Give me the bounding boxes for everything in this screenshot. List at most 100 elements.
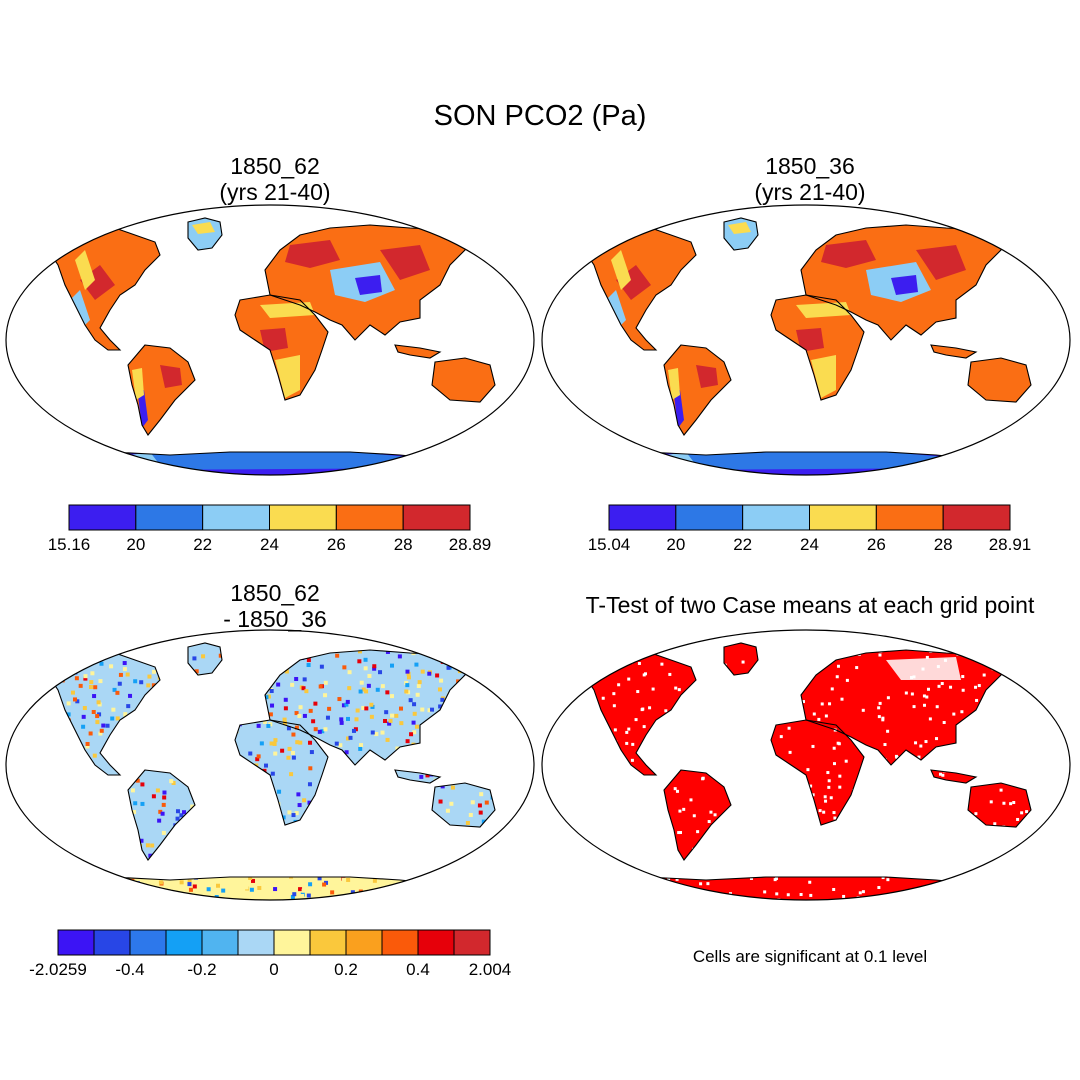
map-panel-1-coast-samerica bbox=[127, 344, 196, 436]
map-panel-3-cell bbox=[104, 830, 109, 835]
map-panel-4-cell bbox=[714, 862, 718, 866]
map-panel-3-cell bbox=[355, 779, 360, 784]
map-panel-4-cell bbox=[618, 849, 622, 853]
map-panel-3-cell bbox=[438, 799, 443, 804]
map-panel-4-cell bbox=[974, 812, 978, 816]
map-panel-3-cell bbox=[115, 690, 120, 695]
map-panel-3-cell bbox=[252, 850, 257, 855]
map-panel-4-cell bbox=[713, 813, 717, 817]
map-panel-4-cell bbox=[927, 854, 931, 858]
map-panel-4-content bbox=[580, 642, 1032, 900]
map-panel-3-cell bbox=[270, 771, 275, 776]
map-panel-4-cell bbox=[864, 781, 868, 785]
colorbar-1-label-1: 20 bbox=[126, 535, 145, 554]
map-panel-4-land-africa bbox=[771, 720, 864, 825]
map-panel-3-cell bbox=[296, 792, 301, 797]
map-panel-3-cell bbox=[140, 801, 145, 806]
map-panel-3-cell bbox=[237, 807, 242, 812]
map-panel-4-cell bbox=[928, 717, 932, 721]
map-panel-3-cell bbox=[221, 888, 226, 893]
map-panel-4-cell bbox=[1011, 697, 1015, 701]
map-panel-3-cell bbox=[109, 664, 114, 669]
map-panel-4-cell bbox=[728, 892, 732, 896]
map-panel-3-cell bbox=[367, 853, 372, 858]
map-panel-4-cell bbox=[855, 784, 859, 788]
map-panel-3-cell bbox=[138, 853, 143, 858]
map-panel-1-patch-15 bbox=[192, 222, 215, 234]
map-panel-3-cell bbox=[55, 760, 60, 765]
map-panel-3-cell bbox=[437, 687, 442, 692]
map-panel-3-cell bbox=[222, 735, 227, 740]
map-panel-3-cell bbox=[338, 743, 343, 748]
map-panel-4-cell bbox=[669, 870, 673, 874]
map-panel-4-cell bbox=[609, 874, 613, 878]
map-panel-4-cell bbox=[886, 729, 890, 733]
map-panel-3-cell bbox=[244, 682, 249, 687]
map-panel-3-cell bbox=[404, 680, 409, 685]
map-panel-4-cell bbox=[631, 806, 635, 810]
map-panel-3-cell bbox=[152, 706, 157, 711]
map-panel-3-cell bbox=[387, 721, 392, 726]
map-panel-4-cell bbox=[675, 877, 679, 881]
map-panel-4-cell bbox=[788, 750, 792, 754]
map-panel-3-cell bbox=[109, 850, 114, 855]
map-panel-3-cell bbox=[414, 662, 419, 667]
map-panel-3-cell bbox=[76, 866, 81, 871]
map-panel-3-cell bbox=[412, 702, 417, 707]
map-panel-3-cell bbox=[298, 887, 303, 892]
map-panel-4-cell bbox=[917, 755, 921, 759]
map-panel-3-cell bbox=[273, 812, 278, 817]
map-panel-3-cell bbox=[469, 715, 474, 720]
map-panel-4-cell bbox=[692, 814, 696, 818]
map-panel-3-cell bbox=[247, 835, 252, 840]
map-panel-3-cell bbox=[178, 758, 183, 763]
map-panel-3-cell bbox=[435, 855, 440, 860]
map-panel-3-cell bbox=[70, 817, 75, 822]
map-panel-4-cell bbox=[913, 899, 917, 900]
map-panel-3-cell bbox=[99, 728, 104, 733]
map-panel-4-cell bbox=[942, 782, 946, 786]
colorbar-3-box-1 bbox=[93, 929, 131, 956]
map-panel-4-cell bbox=[587, 665, 591, 669]
map-panel-4-cell bbox=[906, 835, 910, 839]
map-panel-1-patch-0 bbox=[285, 240, 340, 268]
map-panel-4-cell bbox=[868, 748, 872, 752]
map-3-border bbox=[5, 629, 535, 901]
map-panel-3-coast-africa bbox=[234, 719, 329, 826]
map-panel-3-cell bbox=[111, 707, 116, 712]
map-panel-3-cell bbox=[390, 831, 395, 836]
map-panel-3-cell bbox=[472, 696, 477, 701]
map-panel-3-cell bbox=[158, 702, 163, 707]
map-panel-4-cell bbox=[615, 764, 619, 768]
map-panel-3-cell bbox=[318, 897, 323, 900]
map-panel-3-cell bbox=[192, 656, 197, 661]
map-panel-3-cell bbox=[51, 725, 56, 730]
map-panel-3-cell bbox=[384, 801, 389, 806]
map-panel-3-cell bbox=[255, 757, 260, 762]
map-panel-3-cell bbox=[201, 868, 206, 873]
map-panel-4-cell bbox=[1008, 726, 1012, 730]
map-panel-4-cell bbox=[591, 789, 595, 793]
map-panel-4-hole-siberia bbox=[886, 657, 961, 680]
map-panel-3-cell bbox=[495, 891, 499, 895]
map-panel-4-cell bbox=[836, 664, 840, 668]
map-panel-2-coast-samerica bbox=[663, 344, 732, 436]
map-panel-3-cell bbox=[468, 748, 473, 753]
map-panel-3-cell bbox=[208, 757, 213, 762]
map-panel-3-cell bbox=[282, 721, 287, 726]
map-panel-3-cell bbox=[275, 840, 280, 845]
map-panel-3-cell bbox=[337, 752, 342, 757]
map-panel-3-cell bbox=[179, 813, 184, 818]
map-panel-4-cell bbox=[613, 728, 617, 732]
map-panel-3-cell bbox=[416, 683, 421, 688]
map-panel-4-cell bbox=[888, 867, 892, 871]
map-panel-3-cell bbox=[351, 728, 356, 733]
map-panel-3-cell bbox=[162, 795, 167, 800]
map-panel-4-cell bbox=[583, 731, 587, 735]
map-panel-3-cell bbox=[109, 895, 114, 900]
map-panel-3-cell bbox=[428, 828, 433, 833]
map-panel-3-cell bbox=[51, 806, 56, 811]
map-panel-3-cell bbox=[194, 849, 199, 854]
map-panel-4-land-indonesia bbox=[931, 770, 976, 783]
map-panel-3-cell bbox=[85, 744, 90, 749]
